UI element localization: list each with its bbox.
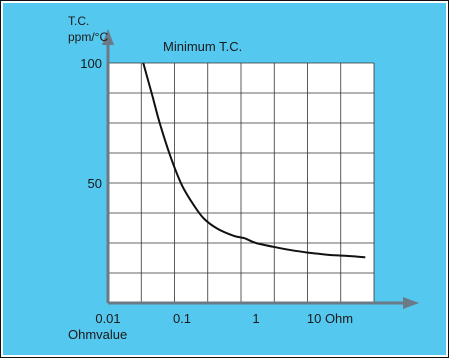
y-axis-arrow: [102, 29, 114, 45]
x-axis-label: Ohmvalue: [68, 327, 127, 342]
tick-labels: 0.01 0.1 1 10 Ohm 50 100: [80, 56, 353, 326]
grid: [108, 62, 375, 303]
y-tick-label: 50: [88, 176, 102, 191]
x-tick-label: 10 Ohm: [307, 311, 353, 326]
axes: [102, 29, 419, 309]
x-axis-arrow: [403, 297, 419, 309]
x-tick-label: 1: [252, 311, 259, 326]
annotation-minimum-tc: Minimum T.C.: [163, 39, 242, 54]
tc-curve: [142, 62, 366, 259]
x-tick-label: 0.1: [173, 311, 191, 326]
y-axis-label-line2: ppm/°C: [68, 30, 108, 44]
x-tick-label: 0.01: [95, 311, 120, 326]
y-tick-label: 100: [80, 56, 102, 71]
y-axis-label-line1: T.C.: [68, 14, 89, 28]
